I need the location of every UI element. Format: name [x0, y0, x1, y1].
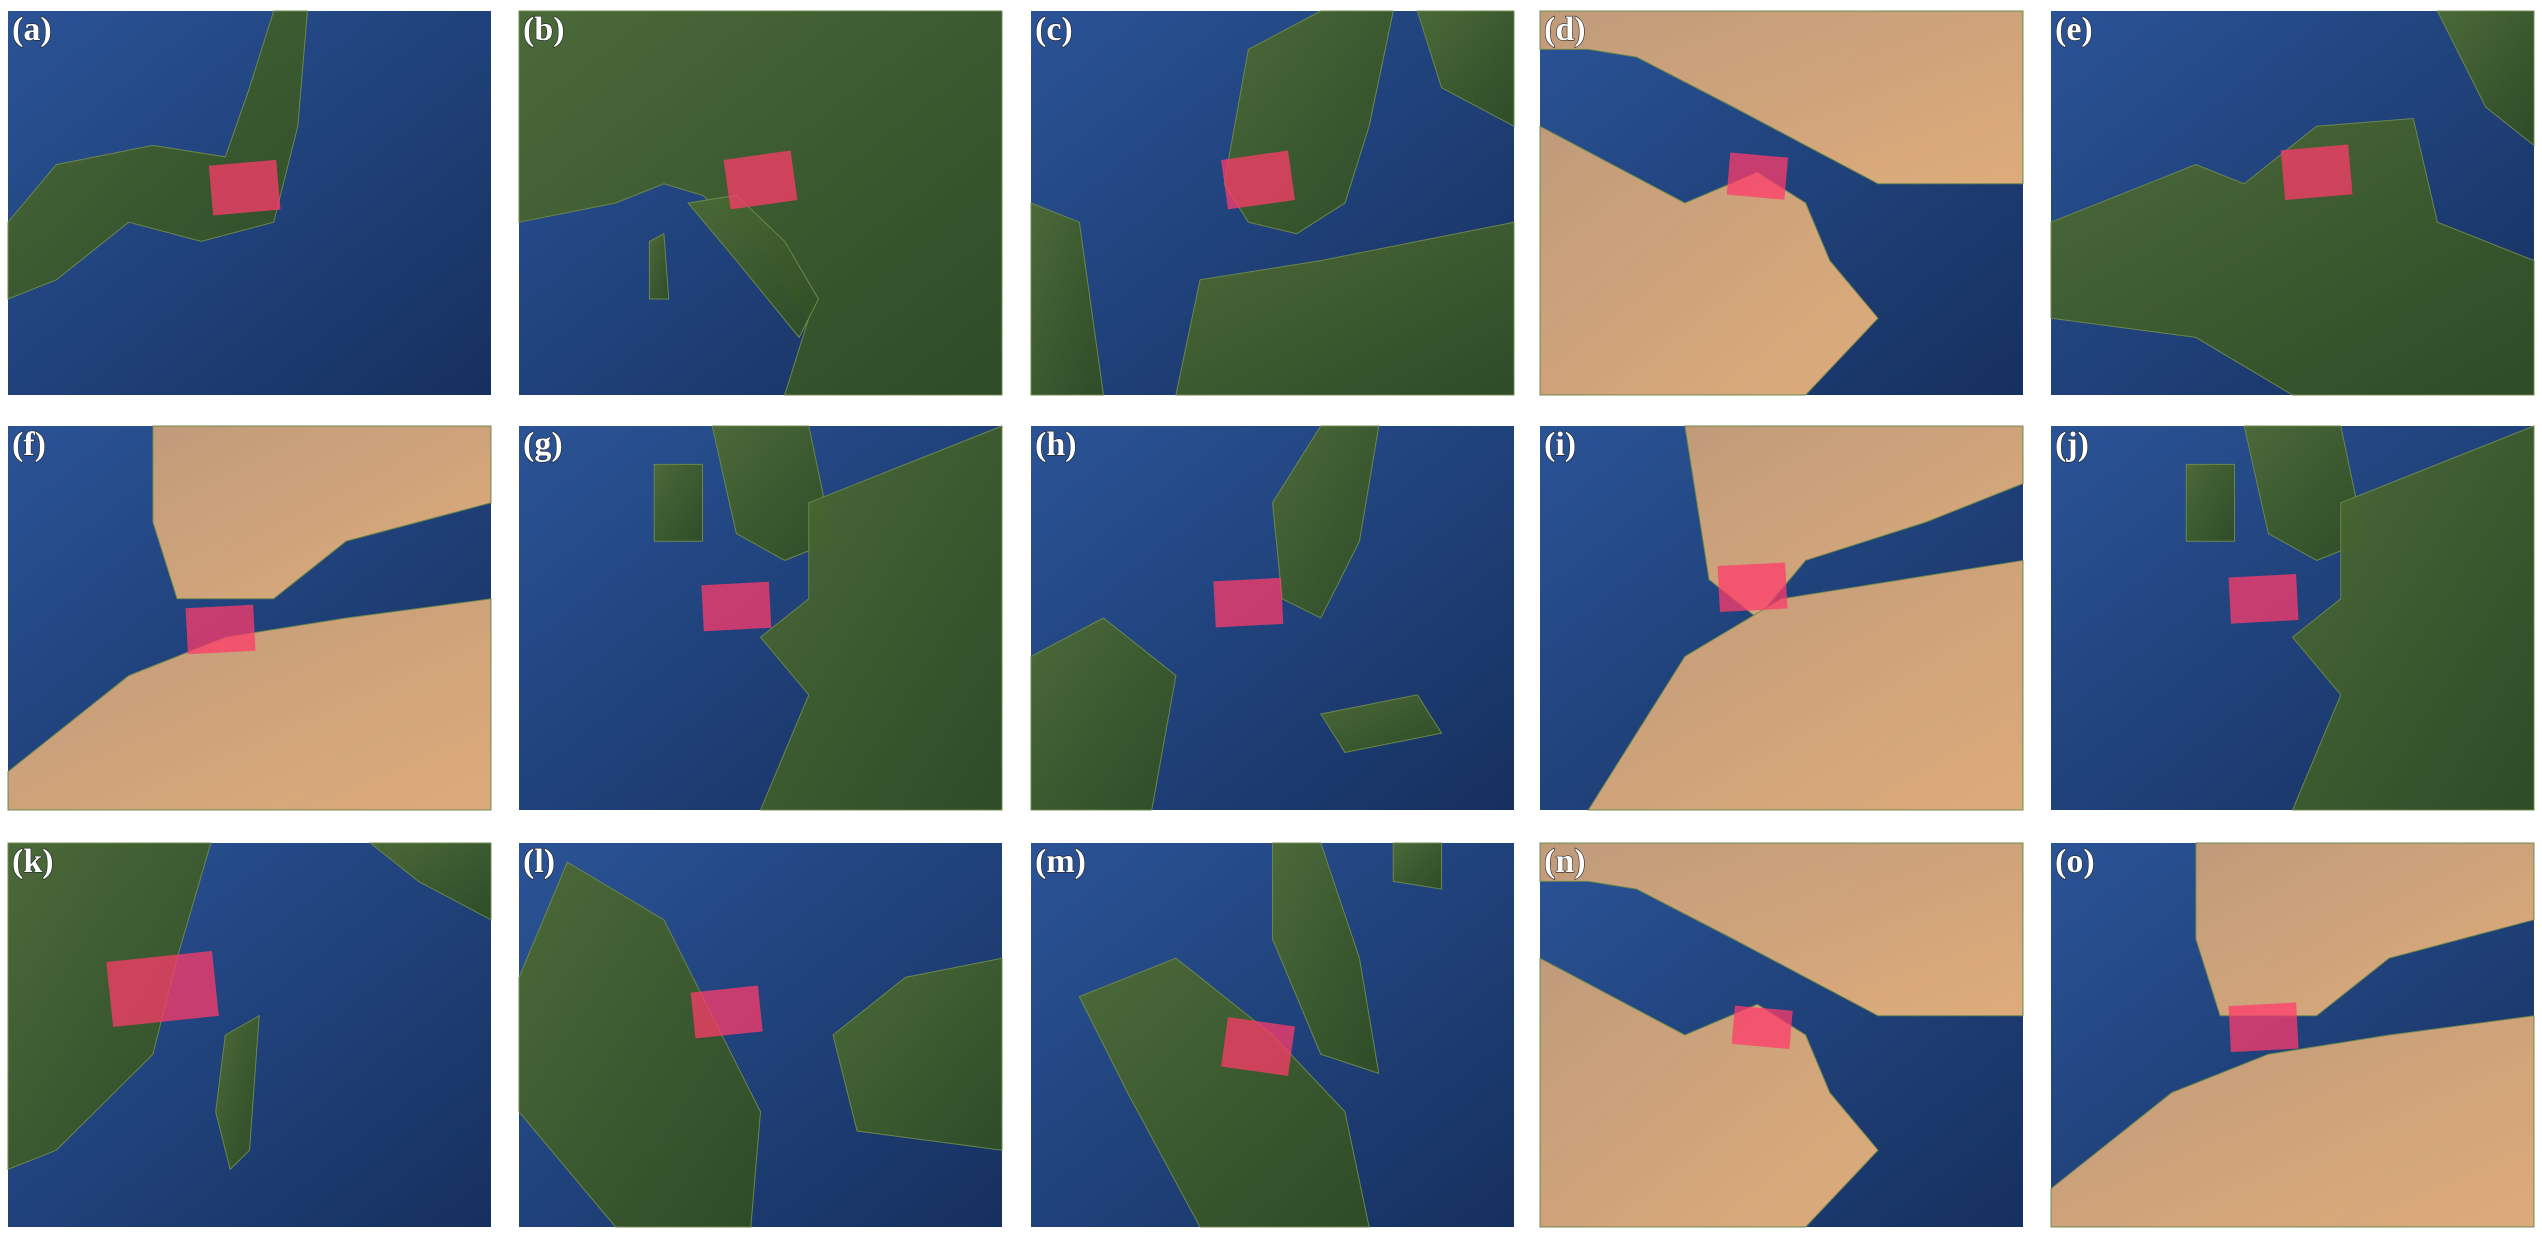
study-area — [701, 581, 772, 632]
map-panel: (e) — [2050, 10, 2535, 396]
panel-label: (o) — [2055, 843, 2095, 880]
land — [2291, 425, 2535, 811]
land — [518, 861, 762, 1228]
map-panel: (b) — [518, 10, 1003, 396]
map-panel: (i) — [1540, 425, 2024, 811]
study-area — [2228, 574, 2299, 624]
study-area — [185, 604, 256, 655]
panel-label: (l) — [523, 843, 555, 880]
study-area — [1213, 577, 1284, 628]
land — [1392, 842, 1443, 890]
panel-label: (k) — [12, 843, 54, 880]
land — [368, 842, 492, 921]
study-area — [1726, 152, 1789, 200]
map-panel: (n) — [1539, 842, 2024, 1228]
panel-label: (b) — [523, 11, 565, 48]
study-area — [106, 950, 219, 1027]
map-panel: (f) — [7, 425, 492, 811]
map-panel: (j) — [2051, 425, 2535, 811]
panel-label: (m) — [1035, 843, 1086, 880]
land — [2195, 842, 2535, 1017]
land — [2050, 1015, 2535, 1228]
land — [215, 1014, 260, 1171]
panel-label: (d) — [1544, 11, 1586, 48]
land — [1030, 202, 1105, 396]
land — [653, 463, 704, 542]
map-panel: (m) — [1031, 842, 1514, 1228]
map-panel: (a) — [7, 10, 491, 395]
panel-label: (c) — [1035, 11, 1073, 48]
panel-label: (f) — [12, 426, 46, 463]
land — [1272, 842, 1380, 1075]
land — [7, 842, 212, 1171]
land — [1587, 559, 2024, 811]
land — [1319, 694, 1443, 753]
land — [832, 957, 1003, 1151]
map-panel: (d) — [1539, 10, 2024, 396]
land — [1416, 10, 1515, 128]
land — [759, 425, 1003, 811]
panel-label: (a) — [12, 11, 52, 48]
land — [1539, 125, 1879, 396]
land — [7, 598, 492, 811]
land — [1030, 617, 1177, 811]
map-panel: (g) — [519, 425, 1003, 811]
map-panel: (o) — [2050, 842, 2535, 1228]
study-area — [208, 159, 281, 216]
land — [7, 10, 309, 300]
panel-label: (g) — [523, 426, 563, 463]
study-area — [1221, 1017, 1295, 1076]
panel-label: (i) — [1544, 426, 1576, 463]
map-panel: (c) — [1030, 10, 1515, 396]
study-area — [690, 985, 763, 1039]
study-area — [1221, 150, 1295, 210]
map-panel: (l) — [518, 843, 1003, 1228]
land — [1539, 10, 2024, 185]
study-area — [1717, 562, 1788, 613]
land — [2050, 117, 2535, 396]
map-panel: (k) — [7, 842, 492, 1227]
panel-label: (n) — [1544, 843, 1586, 880]
land — [1539, 842, 2024, 1017]
land — [1539, 957, 1879, 1228]
land — [152, 425, 492, 600]
map-panel: (h) — [1030, 425, 1514, 811]
panel-label: (h) — [1035, 426, 1077, 463]
land — [1175, 221, 1515, 396]
land — [648, 232, 670, 300]
study-area — [2280, 144, 2353, 201]
panel-label: (e) — [2055, 11, 2093, 48]
study-area — [723, 150, 798, 210]
panel-label: (j) — [2055, 426, 2089, 463]
land — [2185, 463, 2236, 542]
study-area — [1731, 1005, 1793, 1049]
study-area — [2228, 1002, 2299, 1053]
land — [1271, 425, 1380, 619]
land — [2436, 10, 2535, 147]
